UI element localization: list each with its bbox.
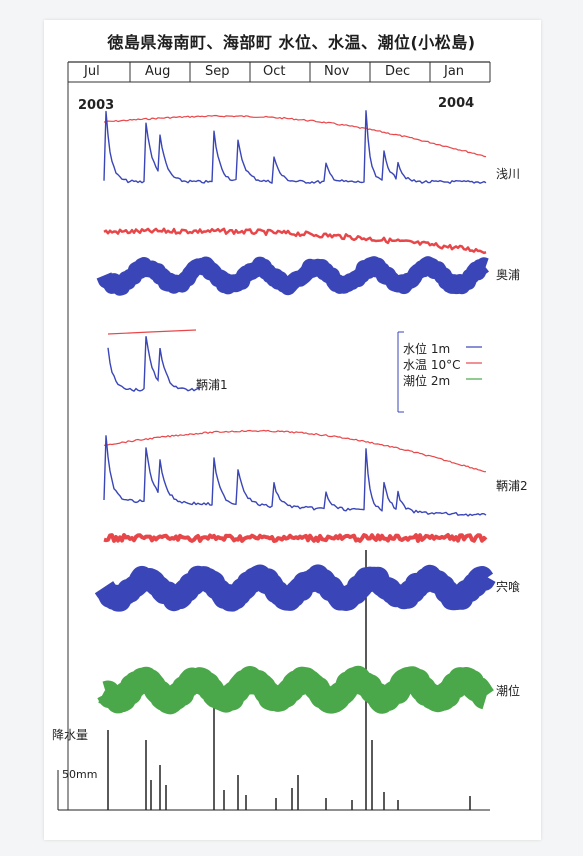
month-label-nov: Nov [324, 64, 350, 79]
year-label-start: 2003 [78, 98, 115, 113]
month-label-sep: Sep [205, 64, 230, 79]
station-label-tide: 潮位 [496, 684, 521, 698]
tomoura2-water-temp [103, 429, 487, 473]
tomoura1-water-temp [107, 329, 197, 335]
shishikui-water-level [94, 564, 496, 612]
chart-title: 徳島県海南町、海部町 水位、水温、潮位(小松島) [107, 33, 476, 52]
asakawa-water-temp [103, 114, 487, 158]
legend-water-temp-label: 水温 10°C [403, 358, 461, 372]
month-label-oct: Oct [263, 64, 286, 79]
tomoura1-water-level [107, 336, 201, 392]
okuura-water-temp [103, 227, 487, 255]
shishikui-water-temp [103, 533, 488, 543]
month-label-jan: Jan [444, 64, 465, 79]
tide-level [94, 665, 496, 715]
legend-tide-label: 潮位 2m [403, 374, 451, 388]
station-label-okuura: 奥浦 [496, 268, 521, 282]
month-label-aug: Aug [145, 64, 171, 79]
month-label-dec: Dec [385, 64, 411, 79]
month-label-jul: Jul [84, 64, 100, 79]
station-label-tomoura2: 鞆浦2 [496, 479, 528, 493]
chart-frame [67, 61, 491, 810]
rainfall-label: 降水量 [52, 728, 89, 742]
station-label-shishikui: 宍喰 [496, 580, 521, 594]
series-lines [94, 110, 496, 715]
rainfall-scale-label: 50mm [62, 768, 98, 781]
legend-water-level-label: 水位 1m [403, 342, 451, 356]
tomoura2-water-level [103, 435, 487, 517]
station-label-tomoura1: 鞆浦1 [196, 378, 228, 392]
station-label-asakawa: 浅川 [496, 167, 521, 181]
year-label-end: 2004 [438, 96, 475, 111]
okuura-water-level [96, 256, 492, 296]
asakawa-water-level [103, 110, 487, 184]
legend-bracket [397, 331, 482, 413]
